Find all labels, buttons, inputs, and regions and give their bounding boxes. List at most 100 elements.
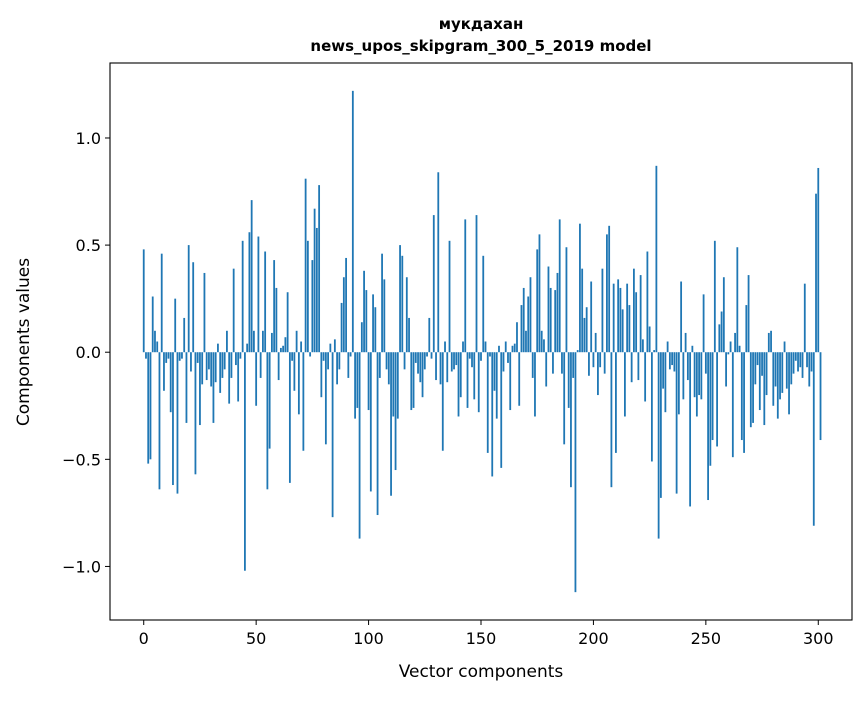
y-axis-ticks: −1.0 −0.5 0.0 0.5 1.0	[62, 129, 110, 576]
bar	[464, 219, 467, 353]
bar	[590, 281, 593, 353]
bar	[644, 352, 647, 402]
bar	[471, 352, 473, 368]
bar	[738, 345, 741, 353]
bar	[421, 352, 424, 398]
bar	[684, 332, 687, 353]
bar	[221, 352, 224, 378]
bar	[612, 283, 615, 353]
bar	[691, 345, 694, 353]
bar	[208, 352, 210, 370]
bar	[529, 277, 532, 353]
bar	[167, 352, 170, 359]
bar	[648, 326, 651, 353]
bar	[502, 352, 505, 372]
bar	[583, 317, 586, 353]
bar	[790, 352, 793, 385]
bar	[698, 352, 700, 396]
bar	[491, 352, 494, 477]
x-tick-label: 300	[803, 629, 834, 648]
y-tick-label: −1.0	[62, 557, 101, 576]
bar	[792, 352, 795, 374]
bar	[477, 352, 480, 413]
bar	[199, 352, 201, 426]
bar	[516, 322, 518, 353]
bar	[349, 352, 352, 357]
bar	[761, 352, 763, 376]
bar	[527, 296, 530, 353]
bar	[417, 352, 419, 374]
bar	[547, 266, 550, 353]
bar	[540, 330, 543, 353]
bar	[450, 352, 453, 372]
bar	[794, 352, 797, 361]
bar	[482, 255, 485, 353]
x-tick-label: 50	[246, 629, 266, 648]
bar	[178, 352, 181, 361]
chart-subtitle: news_upos_skipgram_300_5_2019 model	[310, 37, 651, 55]
bar	[504, 341, 507, 353]
bar	[428, 317, 431, 353]
bar	[677, 352, 680, 415]
bar	[725, 352, 727, 387]
bar	[212, 352, 215, 423]
bar	[783, 341, 786, 353]
bar	[253, 330, 255, 353]
bar	[682, 352, 685, 400]
bar	[142, 249, 145, 353]
bar	[639, 275, 642, 353]
bar	[414, 352, 417, 363]
bar	[230, 352, 233, 378]
bar	[473, 352, 476, 400]
bar	[509, 352, 512, 411]
bar	[219, 352, 222, 393]
bar	[549, 287, 552, 353]
bar	[145, 352, 147, 359]
bar	[149, 352, 152, 460]
bar	[363, 270, 365, 353]
bar	[190, 352, 192, 372]
bar	[266, 352, 269, 490]
bar	[185, 352, 188, 423]
bar	[599, 352, 602, 368]
x-tick-label: 100	[353, 629, 384, 648]
bar	[329, 343, 332, 353]
bar	[205, 352, 208, 381]
bar	[576, 350, 579, 353]
bar	[459, 352, 462, 398]
bar	[657, 352, 660, 539]
bar	[336, 352, 338, 385]
bar	[673, 352, 676, 372]
bar	[819, 352, 822, 441]
bar	[693, 352, 696, 398]
bar	[666, 341, 669, 353]
bar	[286, 292, 289, 353]
bar	[441, 352, 444, 451]
bar	[376, 352, 379, 516]
bar	[799, 352, 802, 368]
bar	[484, 341, 487, 353]
bar	[322, 352, 325, 361]
bar	[340, 302, 343, 353]
bar	[214, 352, 217, 383]
bar	[740, 352, 743, 441]
bar	[446, 352, 449, 383]
bar	[468, 352, 471, 359]
bar	[536, 249, 539, 353]
bar	[633, 268, 635, 353]
bar	[700, 352, 703, 400]
bar	[702, 294, 705, 353]
x-axis-ticks: 0 50 100 150 200 250 300	[139, 620, 834, 648]
bar	[147, 352, 150, 464]
bar	[749, 352, 752, 428]
bar	[538, 234, 541, 353]
bar	[165, 352, 168, 363]
bar	[707, 352, 709, 501]
bar	[154, 330, 156, 353]
bar	[297, 352, 300, 415]
bar	[812, 352, 815, 526]
bar	[680, 281, 683, 353]
bar	[489, 352, 491, 357]
bar	[727, 352, 730, 355]
